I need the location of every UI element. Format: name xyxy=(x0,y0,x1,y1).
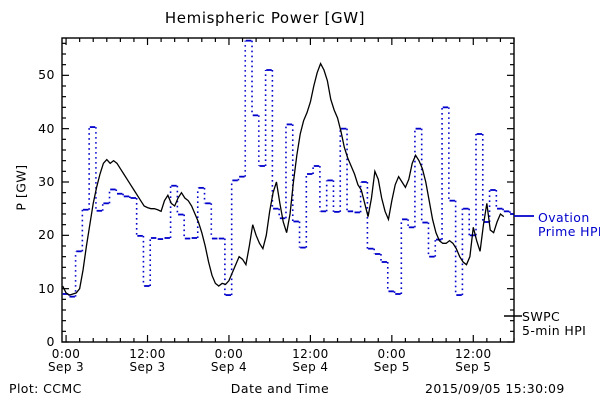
legend-swpc: SWPC 5-min HPI xyxy=(522,310,586,338)
x-tick-time: 0:00 xyxy=(51,347,81,361)
x-tick-date: Sep 3 xyxy=(48,360,85,374)
y-tick-label: 40 xyxy=(38,120,55,136)
x-tick-label: 0:00 Sep 4 xyxy=(184,348,274,374)
x-tick-time: 0:00 xyxy=(214,347,244,361)
y-tick-label: 50 xyxy=(38,67,55,83)
legend-swpc-line2: 5-min HPI xyxy=(522,323,587,338)
timestamp: 2015/09/05 15:30:09 xyxy=(425,381,565,396)
plot-frame xyxy=(61,37,515,343)
y-tick-label: 10 xyxy=(38,280,55,296)
y-tick-label: 20 xyxy=(38,227,55,243)
x-tick-label: 0:00 Sep 3 xyxy=(21,348,111,374)
x-tick-time: 12:00 xyxy=(292,347,329,361)
x-tick-time: 12:00 xyxy=(454,347,492,361)
x-tick-date: Sep 5 xyxy=(455,360,492,374)
x-tick-date: Sep 4 xyxy=(292,360,329,374)
x-tick-label: 12:00 Sep 4 xyxy=(265,348,355,374)
x-tick-date: Sep 4 xyxy=(210,360,247,374)
x-tick-label: 12:00 Sep 5 xyxy=(428,348,518,374)
x-axis-label: Date and Time xyxy=(230,381,330,396)
legend-ovation-line2: Prime HPI xyxy=(538,224,600,239)
page-title: Hemispheric Power [GW] xyxy=(164,9,366,27)
legend-swpc-line1: SWPC xyxy=(522,309,561,324)
legend-ovation-prime: Ovation Prime HPI xyxy=(538,211,600,239)
x-tick-time: 12:00 xyxy=(129,347,166,361)
x-tick-date: Sep 3 xyxy=(129,360,166,374)
legend-ovation-line1: Ovation xyxy=(538,210,590,225)
y-tick-label: 0 xyxy=(46,334,55,349)
series-ovation-prime-hpi xyxy=(62,39,514,298)
x-tick-time: 0:00 xyxy=(377,347,407,361)
plot-credit: Plot: CCMC xyxy=(9,381,82,396)
x-tick-label: 0:00 Sep 5 xyxy=(347,348,437,374)
x-tick-date: Sep 5 xyxy=(373,360,410,374)
y-tick-label: 30 xyxy=(38,174,55,189)
x-tick-label: 12:00 Sep 3 xyxy=(103,348,193,374)
series-swpc-5min-hpi xyxy=(62,62,505,296)
